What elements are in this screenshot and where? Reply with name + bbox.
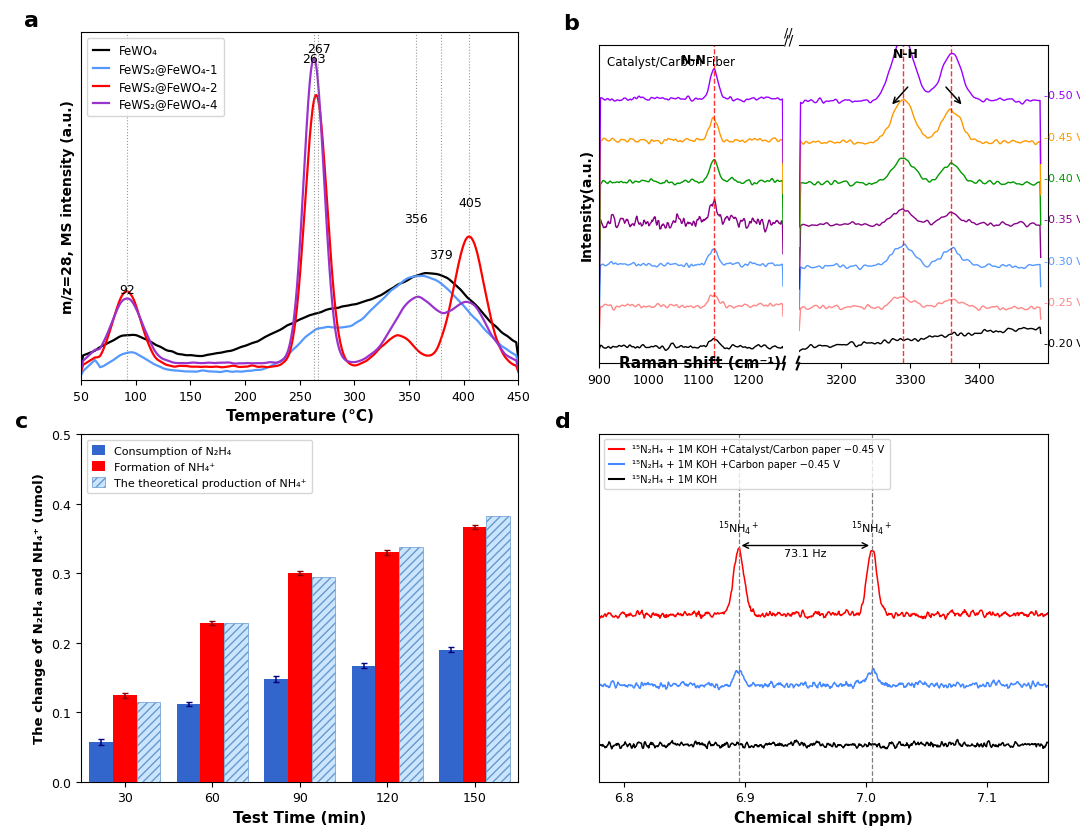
Text: -0.45 V: -0.45 V <box>1044 133 1080 142</box>
Legend: FeWO₄, FeWS₂@FeWO₄-1, FeWS₂@FeWO₄-2, FeWS₂@FeWO₄-4: FeWO₄, FeWS₂@FeWO₄-1, FeWS₂@FeWO₄-2, FeW… <box>86 39 225 117</box>
Legend: Consumption of N₂H₄, Formation of NH₄⁺, The theoretical production of NH₄⁺: Consumption of N₂H₄, Formation of NH₄⁺, … <box>86 441 312 494</box>
Text: -0.25 V: -0.25 V <box>1044 298 1080 308</box>
Text: 73.1 Hz: 73.1 Hz <box>784 548 826 558</box>
Text: d: d <box>555 412 570 431</box>
Bar <box>224 624 247 782</box>
Bar <box>201 624 224 782</box>
Bar <box>352 665 376 782</box>
Bar <box>399 547 422 782</box>
Bar <box>288 573 311 782</box>
Text: N-N: N-N <box>680 54 706 68</box>
Bar <box>265 679 288 782</box>
Text: -0.35 V: -0.35 V <box>1044 215 1080 225</box>
X-axis label: Test Time (min): Test Time (min) <box>233 810 366 825</box>
Y-axis label: m/z=28, MS intensity (a.u.): m/z=28, MS intensity (a.u.) <box>62 100 76 314</box>
Bar <box>311 577 335 782</box>
Text: $^{15}$NH$_4$$^+$: $^{15}$NH$_4$$^+$ <box>851 519 892 538</box>
Text: 356: 356 <box>404 213 428 227</box>
Text: Catalyst/Carbon Fiber: Catalyst/Carbon Fiber <box>607 55 734 69</box>
Text: Raman shift (cm⁻¹): Raman shift (cm⁻¹) <box>619 356 781 371</box>
Legend: ¹⁵N₂H₄ + 1M KOH +Catalyst/Carbon paper −0.45 V, ¹⁵N₂H₄ + 1M KOH +Carbon paper −0: ¹⁵N₂H₄ + 1M KOH +Catalyst/Carbon paper −… <box>605 440 890 490</box>
Text: N-H: N-H <box>893 48 919 61</box>
Text: 92: 92 <box>119 284 135 297</box>
Bar <box>486 517 510 782</box>
Bar <box>440 650 463 782</box>
Bar <box>113 696 136 782</box>
Text: -0.20 V: -0.20 V <box>1044 339 1080 349</box>
Text: -0.40 V: -0.40 V <box>1044 174 1080 184</box>
Bar <box>376 553 399 782</box>
Text: //: // <box>784 33 793 47</box>
Text: 263: 263 <box>302 53 326 65</box>
Text: 379: 379 <box>429 248 453 262</box>
Text: -0.50 V: -0.50 V <box>1044 91 1080 101</box>
Y-axis label: Intensity(a.u.): Intensity(a.u.) <box>580 149 594 261</box>
Bar <box>177 704 201 782</box>
Text: -0.30 V: -0.30 V <box>1044 257 1080 267</box>
Text: a: a <box>24 11 39 30</box>
Bar <box>136 702 160 782</box>
Text: 267: 267 <box>308 43 332 56</box>
X-axis label: Chemical shift (ppm): Chemical shift (ppm) <box>734 810 913 825</box>
Text: 405: 405 <box>458 197 483 210</box>
Text: //: // <box>784 27 793 40</box>
Bar <box>90 742 113 782</box>
Bar <box>463 527 486 782</box>
Text: c: c <box>15 412 29 431</box>
Text: b: b <box>563 14 579 34</box>
X-axis label: Temperature (°C): Temperature (°C) <box>226 409 374 424</box>
Text: $^{15}$NH$_4$$^+$: $^{15}$NH$_4$$^+$ <box>718 519 759 538</box>
Y-axis label: The change of N₂H₄ and NH₄⁺ (umol): The change of N₂H₄ and NH₄⁺ (umol) <box>32 473 45 743</box>
